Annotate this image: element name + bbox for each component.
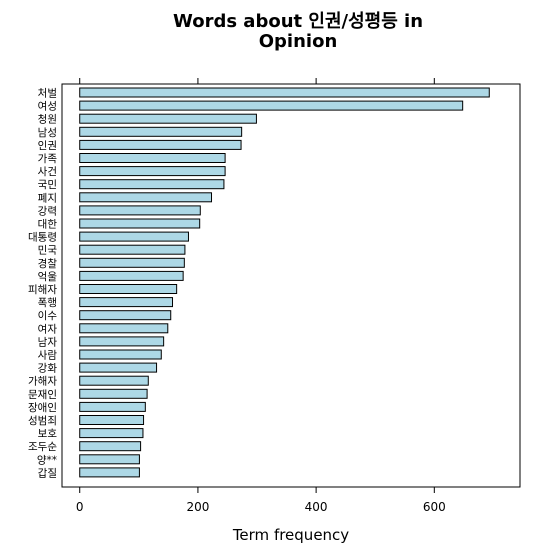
category-label: 폐지 [38,192,57,204]
bar-남자 [79,336,165,347]
category-label: 이수 [38,310,58,322]
x-axis: 0 200 400 600 [76,78,446,514]
category-label: 피해자 [28,283,57,296]
category-label: 남성 [38,127,57,139]
x-tick-label: 400 [305,500,328,514]
category-label: 처벌 [38,88,57,100]
category-label: 억울 [38,271,58,283]
bar-성범죄 [79,415,145,425]
x-tick-label: 600 [423,500,446,514]
bar-청원 [79,113,257,124]
category-label: 국민 [38,179,57,191]
category-label: 조두순 [28,441,57,453]
bar-남성 [79,126,243,137]
category-label: 인권 [38,140,57,152]
bar-사람 [79,349,162,360]
bar-폭행 [79,297,174,308]
bar-피해자 [79,284,178,294]
bar-양** [79,454,140,465]
bar-사건 [79,166,226,177]
category-label: 여성 [38,101,57,113]
bar-국민 [79,179,225,190]
bar-대한 [79,218,201,229]
x-axis-label: Term frequency [232,526,349,544]
category-label: 청원 [38,114,57,126]
category-labels-group: 처벌여성청원남성인권가족사건국민폐지강력대한대통령민국경찰억울피해자폭행이수여자… [28,88,57,480]
chart-title-line-2: Opinion [258,31,338,52]
category-label: 남자 [38,336,58,348]
bar-강화 [79,362,158,373]
category-label: 문재인 [28,389,57,401]
category-label: 경찰 [38,257,58,270]
category-label: 대통령 [28,232,57,244]
bar-가해자 [79,375,149,386]
plot-frame [61,83,521,488]
bar-인권 [79,139,242,150]
bar-경찰 [79,257,185,268]
bar-가족 [79,153,226,163]
x-tick-label: 0 [76,500,84,514]
category-label: 가해자 [28,375,57,388]
bar-문재인 [79,388,148,399]
category-label: 가족 [38,153,58,165]
category-label: 성범죄 [28,415,57,427]
category-label: 장애인 [28,402,57,414]
bar-장애인 [79,401,146,412]
bar-민국 [79,244,186,255]
category-label: 사건 [38,166,57,178]
bar-이수 [79,310,172,321]
chart-title-line-1: Words about 인권/성평등 in [172,11,424,32]
bar-조두순 [79,441,142,452]
bar-처벌 [79,87,490,98]
bars-group [79,87,490,478]
category-label: 민국 [38,245,58,257]
category-label: 갑질 [38,467,57,479]
category-label: 대한 [38,219,58,231]
category-label: 사람 [38,349,58,362]
category-label: 보호 [38,428,58,440]
bar-보호 [79,428,144,439]
category-label: 여자 [38,323,58,335]
bar-여성 [79,100,464,111]
bar-강력 [79,205,201,216]
category-label: 폭행 [38,297,57,309]
bar-여자 [79,323,169,334]
bar-대통령 [79,231,189,242]
x-tick-label: 200 [186,500,209,514]
category-label: 양** [37,454,57,466]
bar-폐지 [79,192,213,203]
category-label: 강력 [38,205,57,217]
bar-갑질 [79,467,140,478]
category-label: 강화 [38,363,58,375]
bar-억울 [79,270,184,281]
